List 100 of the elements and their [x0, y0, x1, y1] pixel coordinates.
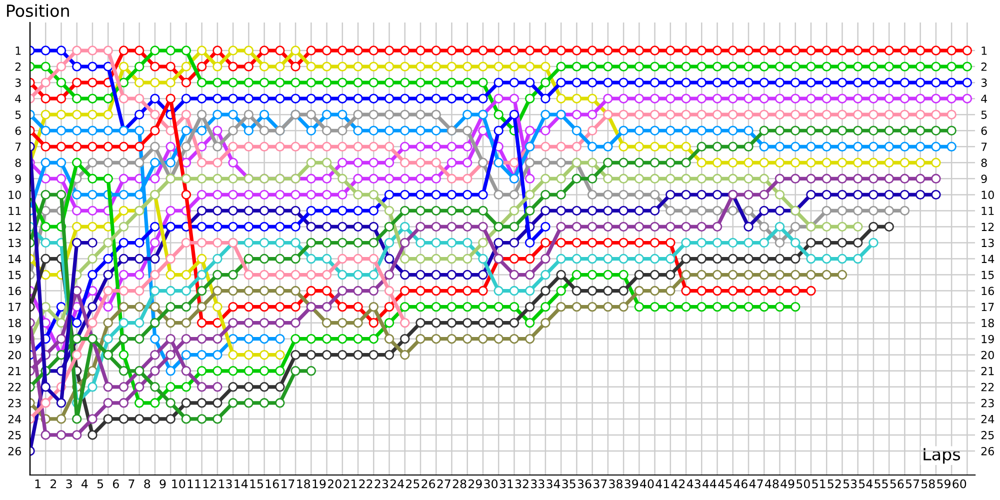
point	[618, 206, 628, 216]
point	[696, 206, 707, 216]
point	[134, 94, 144, 104]
y-tick-label: 23	[8, 398, 21, 408]
point	[540, 238, 550, 248]
point	[696, 158, 707, 168]
point	[634, 222, 644, 232]
point	[118, 174, 129, 184]
point	[306, 110, 316, 120]
point	[524, 286, 535, 296]
point	[494, 126, 504, 136]
point	[744, 222, 754, 232]
point	[462, 286, 472, 296]
point	[368, 350, 378, 360]
point	[88, 222, 98, 232]
point	[196, 206, 207, 216]
point	[494, 238, 504, 248]
point	[634, 286, 644, 296]
point	[181, 334, 192, 344]
point	[946, 126, 956, 136]
point	[556, 270, 566, 280]
point	[228, 302, 238, 312]
point	[728, 174, 738, 184]
point	[446, 238, 457, 248]
x-tick-label: 49	[780, 479, 794, 488]
point	[72, 350, 82, 360]
point	[666, 238, 676, 248]
point	[884, 110, 894, 120]
point	[618, 126, 628, 136]
point	[774, 286, 785, 296]
x-tick-label: 13	[219, 479, 232, 488]
point	[259, 302, 270, 312]
x-tick-label: 54	[859, 480, 873, 488]
point	[40, 238, 50, 248]
point	[509, 190, 520, 200]
point	[244, 254, 254, 264]
point	[368, 254, 378, 264]
point	[666, 270, 676, 280]
point	[384, 190, 394, 200]
y2-tick-label: 19	[982, 334, 994, 344]
point	[212, 398, 222, 408]
point	[790, 286, 800, 296]
point	[322, 62, 332, 72]
point	[431, 270, 441, 280]
point	[118, 398, 129, 408]
point	[306, 270, 316, 280]
point	[666, 110, 676, 120]
point	[790, 222, 800, 232]
point	[744, 286, 754, 296]
point	[166, 94, 176, 104]
point	[681, 238, 691, 248]
y-tick-label: 22	[8, 382, 21, 392]
point	[681, 270, 691, 280]
point	[540, 222, 550, 232]
point	[524, 302, 535, 312]
point	[103, 174, 113, 184]
point	[212, 142, 222, 152]
point	[509, 62, 520, 72]
x-tick-label: 4	[81, 480, 88, 488]
point	[728, 238, 738, 248]
point	[509, 222, 520, 232]
point	[728, 142, 738, 152]
point	[368, 334, 378, 344]
point	[290, 238, 300, 248]
point	[150, 174, 160, 184]
point	[900, 126, 910, 136]
point	[587, 126, 598, 136]
point	[524, 318, 535, 328]
point	[118, 206, 129, 216]
point	[524, 206, 535, 216]
point	[446, 206, 457, 216]
point	[587, 302, 598, 312]
y2-tick-label: 20	[981, 350, 994, 360]
point	[118, 222, 129, 232]
point	[275, 366, 285, 376]
point	[212, 286, 222, 296]
point	[540, 142, 550, 152]
point	[103, 238, 113, 248]
point	[868, 206, 878, 216]
point	[806, 158, 816, 168]
point	[368, 126, 378, 136]
point	[338, 142, 348, 152]
point	[400, 158, 410, 168]
point	[275, 302, 285, 312]
point	[244, 366, 254, 376]
point	[259, 382, 270, 392]
point	[353, 270, 363, 280]
point	[150, 414, 160, 424]
point	[322, 286, 332, 296]
point	[446, 62, 457, 72]
point	[822, 222, 832, 232]
point	[259, 366, 270, 376]
point	[196, 254, 207, 264]
point	[524, 62, 535, 72]
point	[228, 46, 238, 56]
point	[540, 302, 550, 312]
point	[650, 190, 660, 200]
point	[322, 142, 332, 152]
point	[806, 110, 816, 120]
point	[790, 238, 800, 248]
